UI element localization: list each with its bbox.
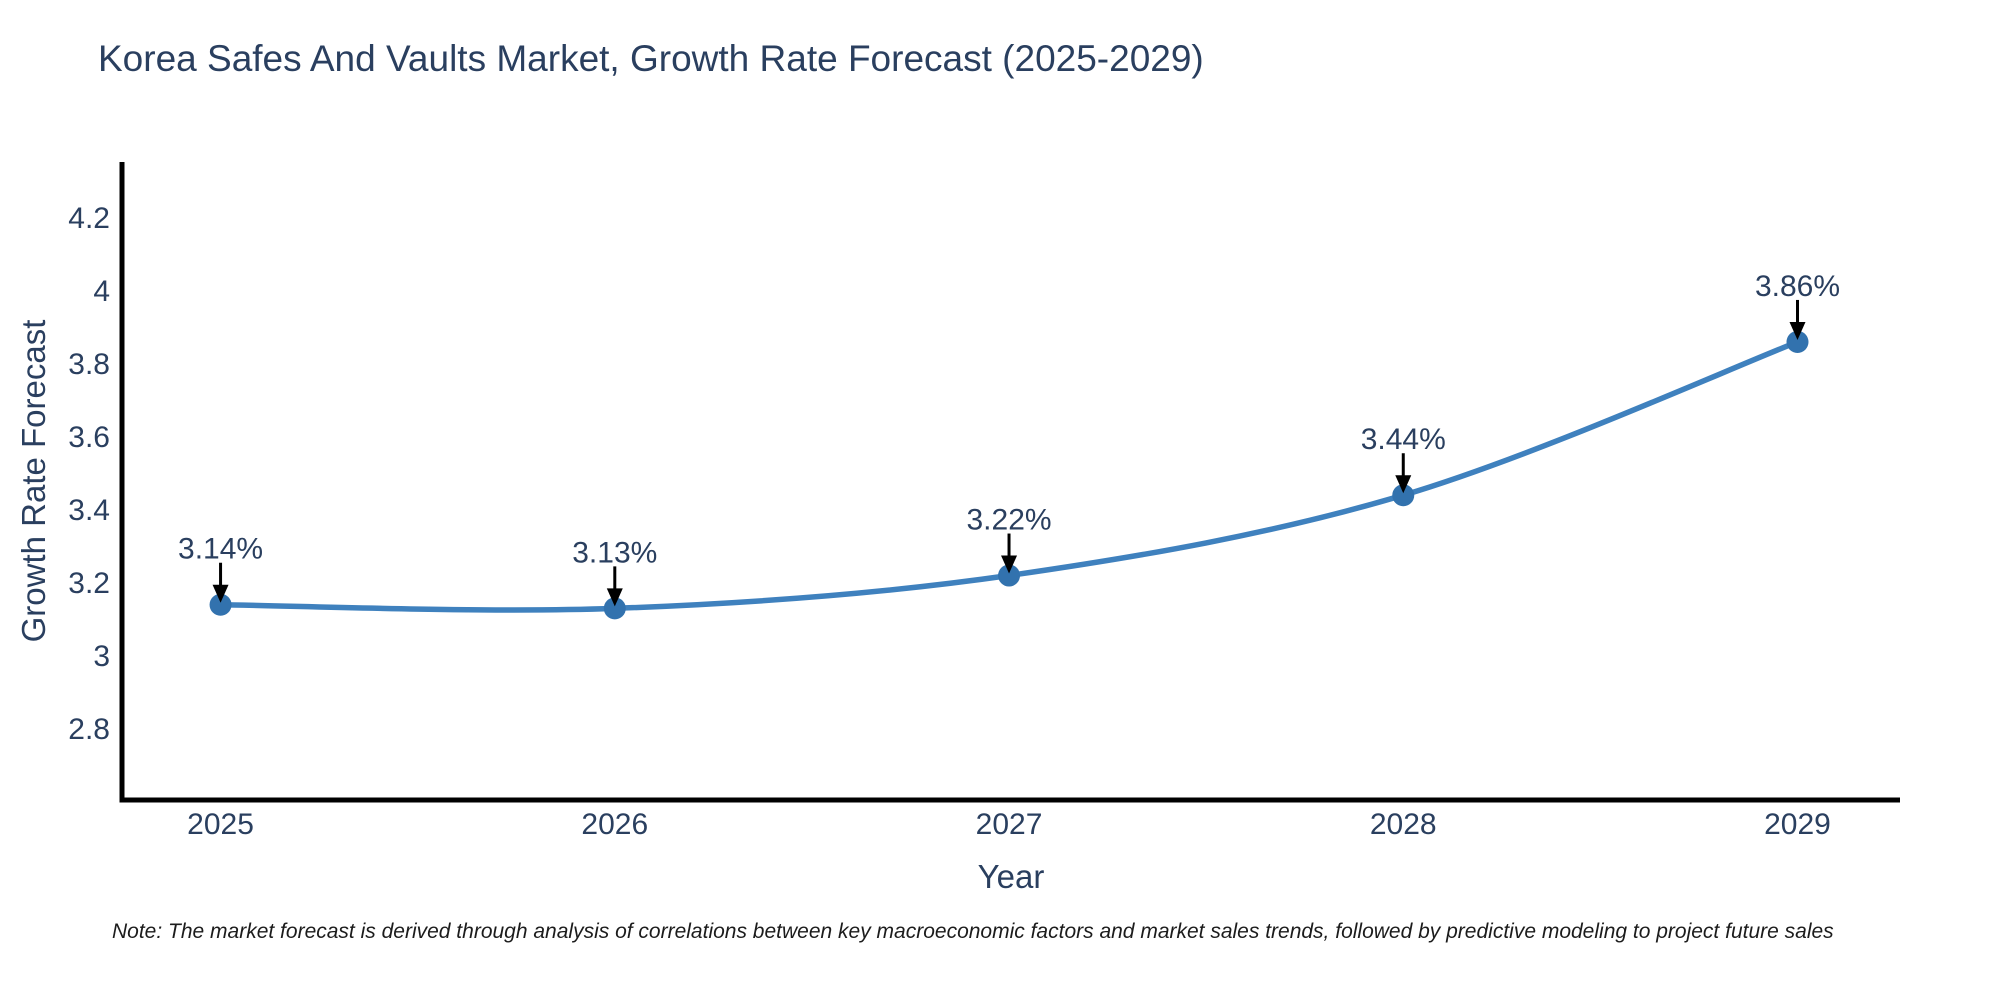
data-point-marker xyxy=(209,593,232,616)
data-point-marker xyxy=(603,597,626,620)
data-point-label: 3.86% xyxy=(1755,270,1840,303)
chart-footnote: Note: The market forecast is derived thr… xyxy=(112,920,1834,943)
x-tick-label: 2027 xyxy=(976,808,1043,841)
y-tick-label: 4.2 xyxy=(68,202,110,235)
annotation-arrowhead-icon xyxy=(606,588,623,607)
y-axis-title: Growth Rate Forecast xyxy=(15,320,52,643)
annotation-arrowhead-icon xyxy=(1395,475,1412,494)
annotation-arrowhead-icon xyxy=(212,584,229,603)
annotation-arrowhead-icon xyxy=(1001,555,1018,574)
y-tick-label: 3.2 xyxy=(68,567,110,600)
x-tick-label: 2028 xyxy=(1370,808,1437,841)
x-axis-title: Year xyxy=(978,858,1045,895)
data-point-marker xyxy=(1392,484,1415,507)
annotation-arrowhead-icon xyxy=(1789,321,1806,340)
y-tick-label: 3 xyxy=(93,640,110,673)
x-tick-label: 2026 xyxy=(581,808,648,841)
y-tick-label: 3.4 xyxy=(68,494,110,527)
x-tick-label: 2029 xyxy=(1764,808,1831,841)
y-tick-label: 4 xyxy=(93,275,110,308)
chart-title: Korea Safes And Vaults Market, Growth Ra… xyxy=(98,38,1204,79)
data-point-label: 3.14% xyxy=(178,533,263,566)
y-tick-label: 2.8 xyxy=(68,713,110,746)
y-tick-label: 3.8 xyxy=(68,348,110,381)
data-point-marker xyxy=(1786,330,1809,353)
data-point-label: 3.13% xyxy=(572,536,657,569)
data-point-marker xyxy=(998,564,1021,587)
data-point-label: 3.44% xyxy=(1361,423,1446,456)
y-tick-label: 3.6 xyxy=(68,421,110,454)
x-tick-label: 2025 xyxy=(187,808,254,841)
data-point-label: 3.22% xyxy=(966,504,1051,537)
